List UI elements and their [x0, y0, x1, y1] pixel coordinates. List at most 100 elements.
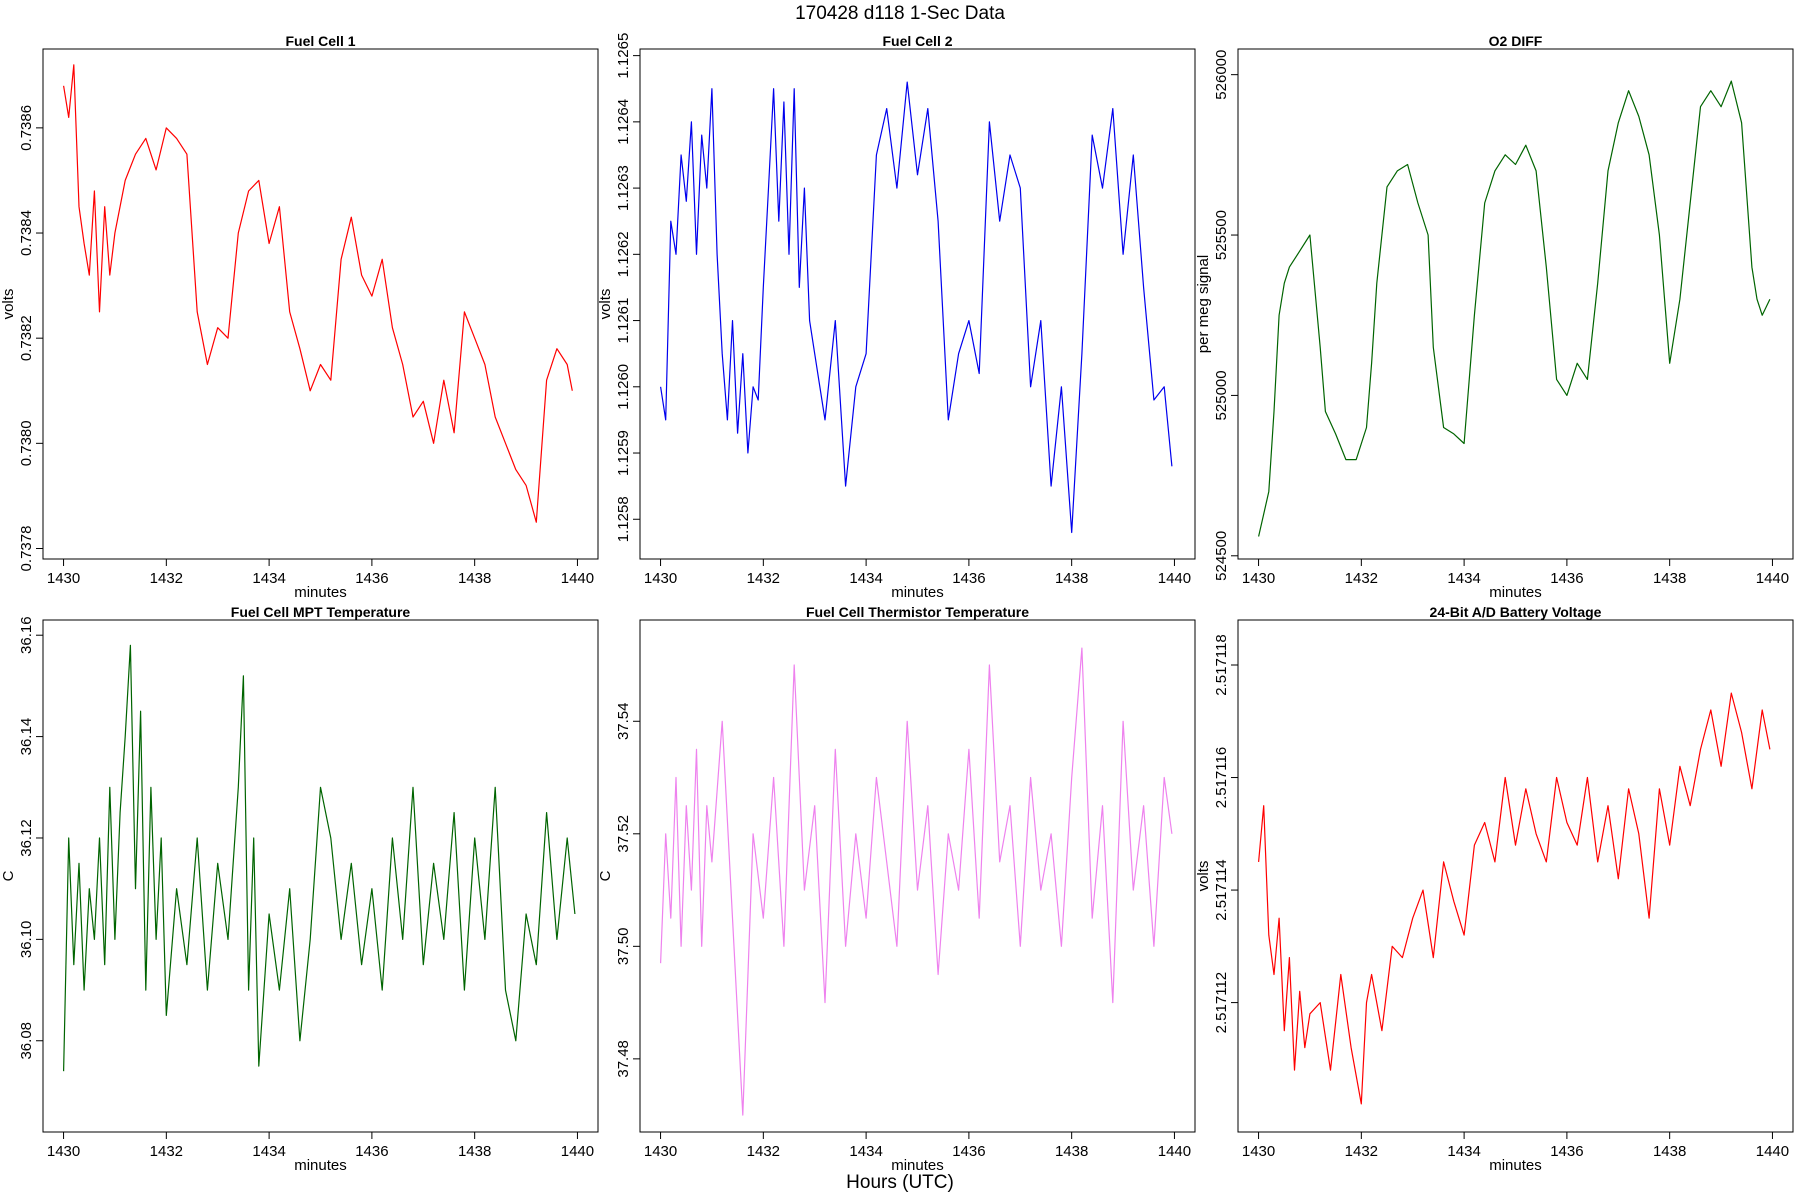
chart-panel: 1430 1432 1434 1436 1438 1440 1.1258 1.1259 1.12… — [597, 33, 1196, 601]
y-tick-label: 2.517118 — [1213, 634, 1230, 695]
y-axis-label: per meg signal — [1195, 255, 1212, 353]
y-axis-label: volts — [597, 289, 614, 320]
x-tick-label: 1440 — [1158, 570, 1191, 587]
plot-frame — [1237, 619, 1794, 1133]
plot-frame — [1237, 48, 1794, 560]
y-tick-label: 37.52 — [615, 815, 632, 853]
panel-title: Fuel Cell 1 — [285, 33, 355, 49]
y-tick-label: 1.1264 — [615, 99, 632, 145]
plot-frame — [639, 48, 1196, 560]
x-tick-label: 1430 — [1242, 570, 1275, 587]
chart-panel: 1430 1432 1434 1436 1438 1440 37.48 37.50 37.52 3… — [597, 604, 1196, 1174]
x-tick-label: 1438 — [1055, 1143, 1088, 1160]
x-axis-label: minutes — [1489, 1157, 1542, 1174]
y-tick-label: 1.1260 — [615, 364, 632, 410]
x-tick-label: 1430 — [47, 1143, 80, 1160]
y-tick-label: 526000 — [1213, 50, 1230, 100]
x-tick-label: 1436 — [952, 570, 985, 587]
x-tick-label: 1432 — [150, 570, 183, 587]
y-axis-label: C — [597, 870, 614, 881]
y-tick-label: 37.48 — [615, 1040, 632, 1078]
series-line — [660, 81, 1173, 534]
y-tick-label: 36.12 — [18, 819, 35, 857]
y-tick-label: 36.10 — [18, 921, 35, 959]
x-tick-label: 1436 — [355, 570, 388, 587]
y-tick-label: 36.14 — [18, 718, 35, 756]
x-tick-label: 1440 — [1158, 1143, 1191, 1160]
x-tick-label: 1430 — [644, 570, 677, 587]
y-tick-label: 2.517116 — [1213, 747, 1230, 808]
x-axis-label: minutes — [294, 1157, 347, 1174]
series-line — [63, 644, 576, 1072]
x-tick-label: 1430 — [1242, 1143, 1275, 1160]
y-tick-label: 525000 — [1213, 370, 1230, 420]
y-tick-label: 0.7378 — [18, 526, 35, 572]
chart-panel: 1430 1432 1434 1436 1438 1440 524500 525000 5255… — [1195, 33, 1794, 601]
y-tick-label: 37.50 — [615, 928, 632, 966]
y-tick-label: 0.7384 — [18, 210, 35, 256]
x-tick-label: 1438 — [1653, 570, 1686, 587]
x-tick-label: 1438 — [1653, 1143, 1686, 1160]
x-axis-label: minutes — [891, 584, 944, 601]
x-tick-label: 1436 — [1550, 570, 1583, 587]
x-tick-label: 1440 — [561, 570, 594, 587]
x-axis-label: minutes — [1489, 584, 1542, 601]
x-tick-label: 1438 — [1055, 570, 1088, 587]
y-axis-label: C — [0, 870, 17, 881]
x-tick-label: 1436 — [355, 1143, 388, 1160]
x-tick-label: 1440 — [561, 1143, 594, 1160]
y-tick-label: 0.7386 — [18, 105, 35, 151]
x-tick-label: 1436 — [1550, 1143, 1583, 1160]
panel-title: Fuel Cell 2 — [882, 33, 952, 49]
x-tick-label: 1430 — [644, 1143, 677, 1160]
y-tick-label: 2.517114 — [1213, 859, 1230, 920]
panel-title: Fuel Cell Thermistor Temperature — [806, 604, 1029, 620]
y-tick-label: 0.7380 — [18, 420, 35, 466]
chart-panel: 1430 1432 1434 1436 1438 1440 36.08 36.10 36.12 3… — [0, 604, 599, 1174]
y-tick-label: 525500 — [1213, 210, 1230, 260]
figure-title: 170428 d118 1-Sec Data — [795, 3, 1005, 24]
series-line — [660, 647, 1173, 1116]
y-tick-label: 1.1265 — [615, 33, 632, 79]
x-tick-label: 1438 — [458, 1143, 491, 1160]
x-tick-label: 1434 — [849, 570, 882, 587]
x-tick-label: 1430 — [47, 570, 80, 587]
panel-title: Fuel Cell MPT Temperature — [231, 604, 411, 620]
x-tick-label: 1434 — [1447, 1143, 1480, 1160]
figure-xlabel: Hours (UTC) — [846, 1172, 954, 1193]
chart-panels: 1430 1432 1434 1436 1438 1440 0.7378 0.7380 0.73… — [0, 33, 1794, 1174]
x-tick-label: 1438 — [458, 570, 491, 587]
y-axis-label: volts — [0, 289, 17, 320]
x-tick-label: 1436 — [952, 1143, 985, 1160]
y-tick-label: 1.1259 — [615, 430, 632, 476]
y-tick-label: 37.54 — [615, 703, 632, 741]
panel-title: 24-Bit A/D Battery Voltage — [1430, 604, 1602, 620]
x-axis-label: minutes — [294, 584, 347, 601]
x-axis-label: minutes — [891, 1157, 944, 1174]
y-tick-label: 36.08 — [18, 1022, 35, 1060]
plot-frame — [639, 619, 1196, 1133]
y-tick-label: 1.1258 — [615, 496, 632, 542]
plot-frame — [42, 619, 599, 1133]
x-tick-label: 1432 — [747, 1143, 780, 1160]
x-tick-label: 1432 — [1345, 1143, 1378, 1160]
x-tick-label: 1440 — [1756, 570, 1789, 587]
x-tick-label: 1434 — [849, 1143, 882, 1160]
x-tick-label: 1434 — [1447, 570, 1480, 587]
x-tick-label: 1434 — [252, 570, 285, 587]
y-tick-label: 36.16 — [18, 616, 35, 654]
y-tick-label: 1.1263 — [615, 165, 632, 211]
y-tick-label: 1.1261 — [615, 298, 632, 344]
x-tick-label: 1434 — [252, 1143, 285, 1160]
y-tick-label: 524500 — [1213, 531, 1230, 581]
plot-frame — [42, 48, 599, 560]
chart-panel: 1430 1432 1434 1436 1438 1440 0.7378 0.7380 0.73… — [0, 33, 599, 601]
panel-title: O2 DIFF — [1489, 33, 1543, 49]
y-tick-label: 0.7382 — [18, 315, 35, 361]
chart-panel: 1430 1432 1434 1436 1438 1440 2.517112 2.517114… — [1195, 604, 1794, 1174]
x-tick-label: 1432 — [1345, 570, 1378, 587]
series-line — [1258, 692, 1771, 1105]
y-tick-label: 2.517112 — [1213, 972, 1230, 1033]
y-tick-label: 1.1262 — [615, 231, 632, 277]
